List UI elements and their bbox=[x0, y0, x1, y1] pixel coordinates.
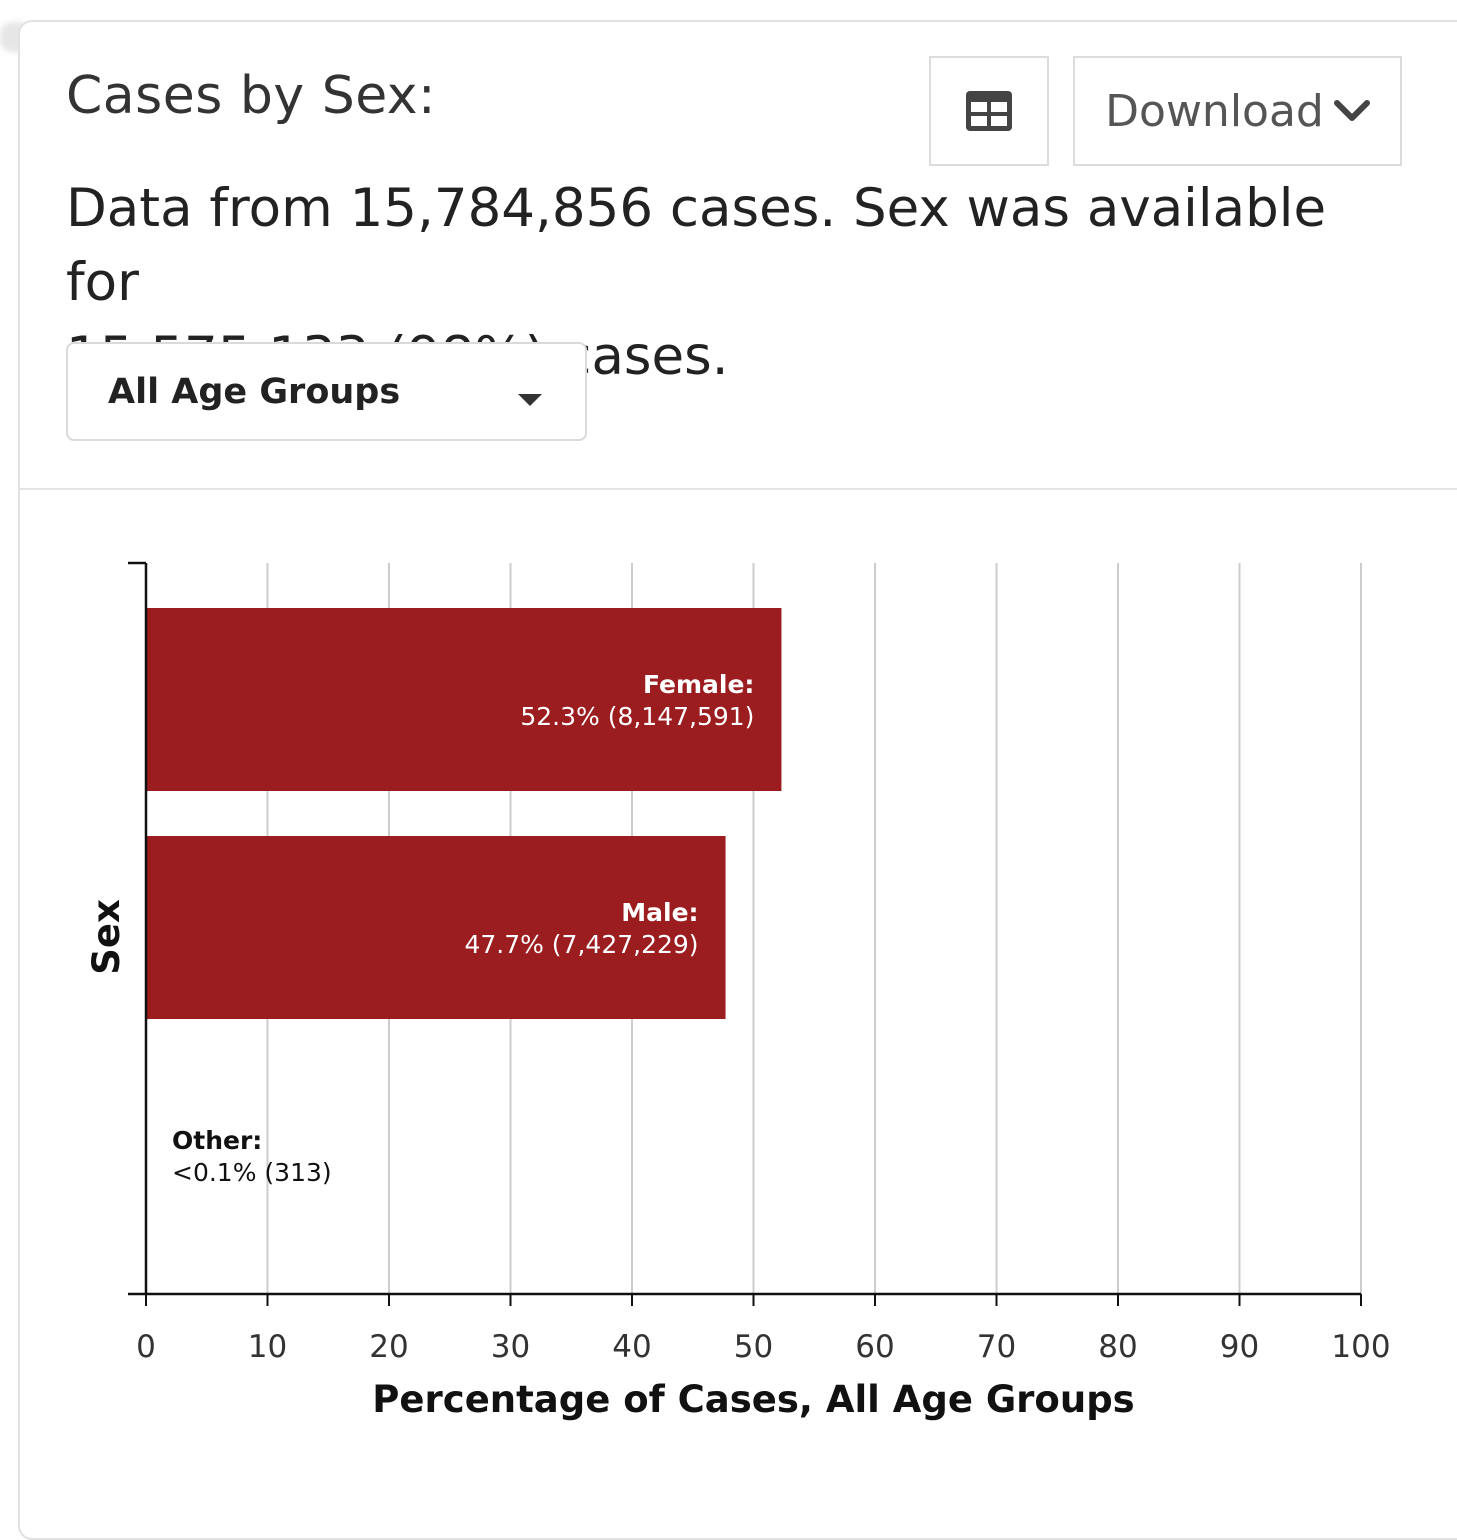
x-tick-label-20: 20 bbox=[369, 1329, 408, 1365]
x-axis-title: Percentage of Cases, All Age Groups bbox=[372, 1378, 1134, 1421]
x-tick-label-90: 90 bbox=[1220, 1329, 1259, 1365]
bar-chart: Female: 52.3% (8,147,591) Male: 47.7% (7,42… bbox=[0, 0, 1457, 1509]
x-tick-label-40: 40 bbox=[612, 1329, 651, 1365]
bar-male bbox=[146, 836, 726, 1019]
bar-label-female: Female: bbox=[643, 670, 754, 699]
bar-value-male: 47.7% (7,427,229) bbox=[464, 930, 698, 959]
x-tick-label-0: 0 bbox=[136, 1329, 156, 1365]
bar-value-other: <0.1% (313) bbox=[172, 1158, 332, 1187]
bar-female bbox=[146, 608, 781, 791]
x-tick-label-50: 50 bbox=[734, 1329, 773, 1365]
x-tick-label-10: 10 bbox=[248, 1329, 287, 1365]
x-tick-label-80: 80 bbox=[1098, 1329, 1137, 1365]
bar-label-other: Other: bbox=[172, 1126, 262, 1155]
x-tick-label-60: 60 bbox=[855, 1329, 894, 1365]
x-tick-label-30: 30 bbox=[491, 1329, 530, 1365]
x-tick-label-100: 100 bbox=[1331, 1329, 1390, 1365]
bar-label-male: Male: bbox=[621, 898, 698, 927]
y-axis-title: Sex bbox=[85, 899, 128, 975]
bar-value-female: 52.3% (8,147,591) bbox=[520, 702, 754, 731]
x-tick-label-70: 70 bbox=[977, 1329, 1016, 1365]
